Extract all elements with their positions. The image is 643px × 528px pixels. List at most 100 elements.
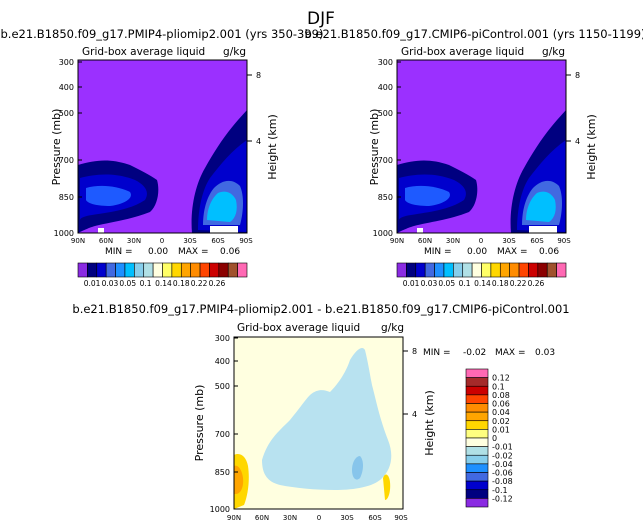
panel-left-shading-nh-inner [86,185,131,206]
panel-left-land-mask [210,226,238,233]
panel-diff-colorbar-label: -0.12 [492,494,513,503]
panel-right: b.e21.B1850.f09_g17.CMIP6-piControl.001 … [304,27,643,288]
panel-right-lat-label-60n: 60N [418,237,432,245]
panel-right-colorbar-swatch [537,262,548,278]
panel-diff-ptick-label-850: 850 [215,468,230,477]
panel-diff-lat-label-30s: 30S [340,514,354,522]
panel-right-right-label: Height (km) [585,114,598,180]
panel-right-land-mask [529,226,557,233]
panel-right-colorbar-swatch [490,262,501,278]
panel-left-right-label: Height (km) [266,114,279,180]
panel-left-htick-label-4: 4 [256,137,261,146]
panel-right-lat-label-0: 0 [479,237,483,245]
panel-diff-negative-region [262,348,392,490]
panel-right-title: b.e21.B1850.f09_g17.CMIP6-piControl.001 … [304,27,643,41]
panel-diff-right-label: Height (km) [423,390,436,456]
panel-left-colorbar-label: 0.05 [119,279,136,288]
panel-left-colorbar-swatch [237,262,248,278]
panel-diff-colorbar-swatch [465,437,489,447]
panel-left-colorbar-swatch [124,262,135,278]
panel-right-colorbar-swatch [471,262,482,278]
panel-left-variable: Grid-box average liquid [82,46,205,58]
panel-right-colorbar-label: 0.26 [528,279,545,288]
panel-right-htick-label-8: 8 [575,71,580,80]
panel-diff-colorbar-swatch [465,377,489,387]
panel-right-colorbar-swatch [443,262,454,278]
panel-diff-ptick-label-700: 700 [215,430,230,439]
panel-left-ptick-label-850: 850 [59,193,74,202]
panel-right-shading-nh-inner [405,185,450,206]
panel-diff-frame [233,336,404,510]
panel-diff-colorbar-swatch [465,454,489,465]
panel-diff-colorbar-swatch [465,394,489,404]
panel-diff-lat-label-90n: 90N [227,514,241,522]
panel-diff-colorbar-label: -0.06 [492,469,513,478]
panel-left-ptick-label-400: 400 [59,83,74,92]
panel-left-max-label: MAX = [178,247,209,257]
panel-right-colorbar-label: 0.03 [421,279,438,288]
panel-left-ptick-label-700: 700 [59,156,74,165]
panel-right-shading-sh-core [526,191,556,222]
panel-left-colorbar-swatch [190,262,201,278]
panel-left-colorbar-label: 0.14 [155,279,172,288]
panel-diff-colorbar-swatch [465,498,489,508]
panel-left-colorbar-swatch [152,262,163,278]
panel-diff-colorbar-swatch [465,420,489,430]
panel-diff-colorbar-swatch [465,385,489,396]
panel-left-lat-label-90n: 90N [71,237,85,245]
panel-diff-ylabel: Pressure (mb) [193,385,206,462]
panel-diff: b.e21.B1850.f09_g17.PMIP4-pliomip2.001 -… [72,302,569,522]
panel-right-colorbar-swatch [396,262,407,278]
panel-diff-min-label: MIN = [423,348,451,358]
panel-right-colorbar-swatch [499,262,510,278]
panel-diff-lat-label-0: 0 [317,514,321,522]
panel-diff-colorbar-label: 0.02 [492,417,510,426]
panel-left-colorbar-swatch [77,262,88,278]
panel-diff-lat-label-60s: 60S [368,514,382,522]
panel-right-colorbar-swatch [434,262,445,278]
panel-left-lat-label-30n: 30N [127,237,141,245]
panel-right-ptick-label-850: 850 [378,193,393,202]
panel-left-title: b.e21.B1850.f09_g17.PMIP4-pliomip2.001 (… [0,27,323,41]
panel-left-colorbar-swatch [171,262,182,278]
panel-right-colorbar-label: 0.14 [474,279,491,288]
panel-diff-ptick-label-400: 400 [215,357,230,366]
panel-diff-htick-label-4: 4 [412,410,417,419]
panel-diff-colorbar-swatch [465,446,489,456]
panel-diff-max-label: MAX = [495,348,526,358]
panel-left-colorbar: 0.01 0.03 0.05 0.1 0.14 0.18 0.22 0.26 [77,262,248,288]
panel-right-htick-label-4: 4 [575,137,580,146]
panel-diff-title: b.e21.B1850.f09_g17.PMIP4-pliomip2.001 -… [72,302,569,316]
panel-diff-colorbar-label: -0.01 [492,443,513,452]
panel-left-frame [77,59,248,234]
panel-left-htick-label-8: 8 [256,71,261,80]
panel-left-colorbar-swatch [180,262,191,278]
panel-diff-colorbar-swatch [465,368,489,378]
panel-left-colorbar-label: 0.01 [84,279,101,288]
panel-left-colorbar-label: 0.26 [209,279,226,288]
panel-right-colorbar-swatch [424,262,435,278]
panel-left-colorbar-swatch [218,262,229,278]
panel-diff-variable: Grid-box average liquid [237,322,360,334]
panel-left-lat-label-30s: 30S [183,237,197,245]
panel-diff-colorbar-label: 0.1 [492,382,505,391]
panel-left-colorbar-swatch [105,262,116,278]
panel-right-variable: Grid-box average liquid [401,46,524,58]
panel-right-lat-label-30n: 30N [446,237,460,245]
panel-left-land-mask-2 [98,228,104,233]
panel-left-min-label: MIN = [105,247,133,257]
panel-right-colorbar-swatch [406,262,417,278]
panel-right-colorbar-label: 0.05 [438,279,455,288]
panel-left-ptick-label-500: 500 [59,109,74,118]
panel-right-units: g/kg [542,46,565,58]
panel-diff-colorbar-swatch [465,489,489,499]
panel-right-ptick-label-700: 700 [378,156,393,165]
panel-diff-colorbar-swatch [465,429,489,439]
panel-left-shading-sh-core [207,191,237,222]
panel-right-colorbar-swatch [462,262,473,278]
panel-diff-colorbar-label: 0 [492,434,497,443]
panel-diff-ptick-label-500: 500 [215,382,230,391]
panel-right-ptick-label-400: 400 [378,83,393,92]
panel-diff-htick-label-8: 8 [412,347,417,356]
